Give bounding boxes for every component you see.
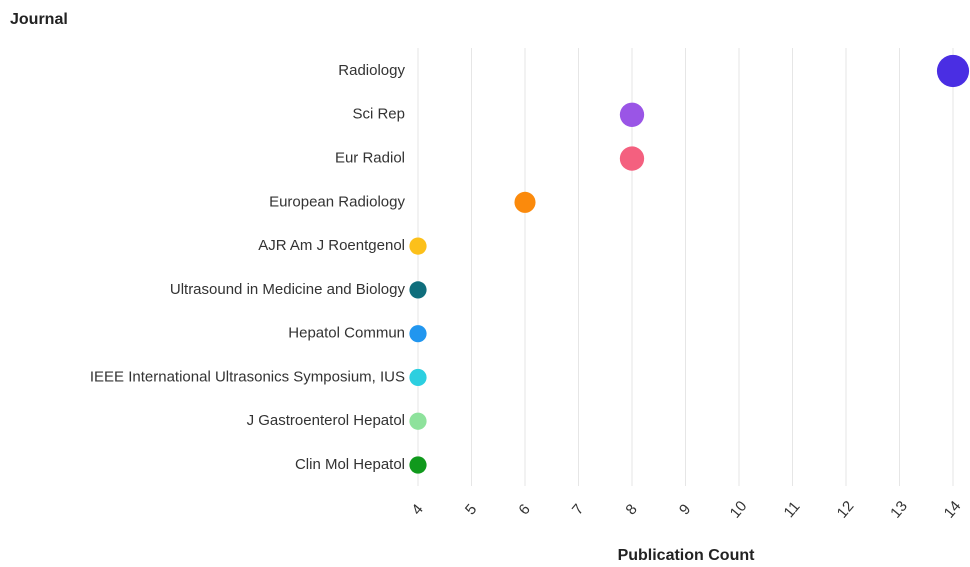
x-tick-label: 4: [408, 501, 426, 518]
x-tick-label: 6: [515, 501, 533, 518]
x-tick-label: 8: [622, 501, 640, 518]
y-tick-label: Ultrasound in Medicine and Biology: [170, 281, 406, 298]
x-tick-label: 7: [569, 501, 587, 518]
dot: [409, 325, 427, 343]
dot: [619, 146, 645, 171]
y-tick-label: Radiology: [338, 62, 405, 79]
x-tick-label: 13: [887, 498, 911, 522]
dot: [409, 237, 427, 255]
y-tick-label: J Gastroenterol Hepatol: [247, 412, 405, 429]
x-tick-label: 12: [834, 498, 858, 522]
x-tick-label: 10: [727, 498, 751, 522]
y-tick-label: European Radiology: [269, 193, 405, 210]
dot: [409, 368, 427, 387]
y-tick-label: Eur Radiol: [335, 150, 405, 167]
dot: [409, 456, 427, 474]
y-tick-label: IEEE International Ultrasonics Symposium…: [90, 368, 405, 385]
x-tick-label: 5: [462, 501, 480, 518]
dot: [409, 412, 427, 430]
dot: [936, 54, 970, 88]
dot: [619, 102, 645, 127]
y-tick-label: Sci Rep: [352, 106, 405, 123]
x-axis-title: Publication Count: [618, 547, 756, 564]
dot: [409, 281, 427, 299]
x-tick-label: 14: [941, 498, 965, 522]
y-tick-label: Clin Mol Hepatol: [295, 456, 405, 473]
x-tick-label: 11: [781, 498, 804, 521]
x-tick-label: 9: [676, 501, 694, 518]
y-tick-label: AJR Am J Roentgenol: [258, 237, 405, 254]
y-axis-title: Journal: [10, 11, 68, 28]
dot: [514, 191, 536, 213]
y-tick-label: Hepatol Commun: [288, 325, 405, 342]
